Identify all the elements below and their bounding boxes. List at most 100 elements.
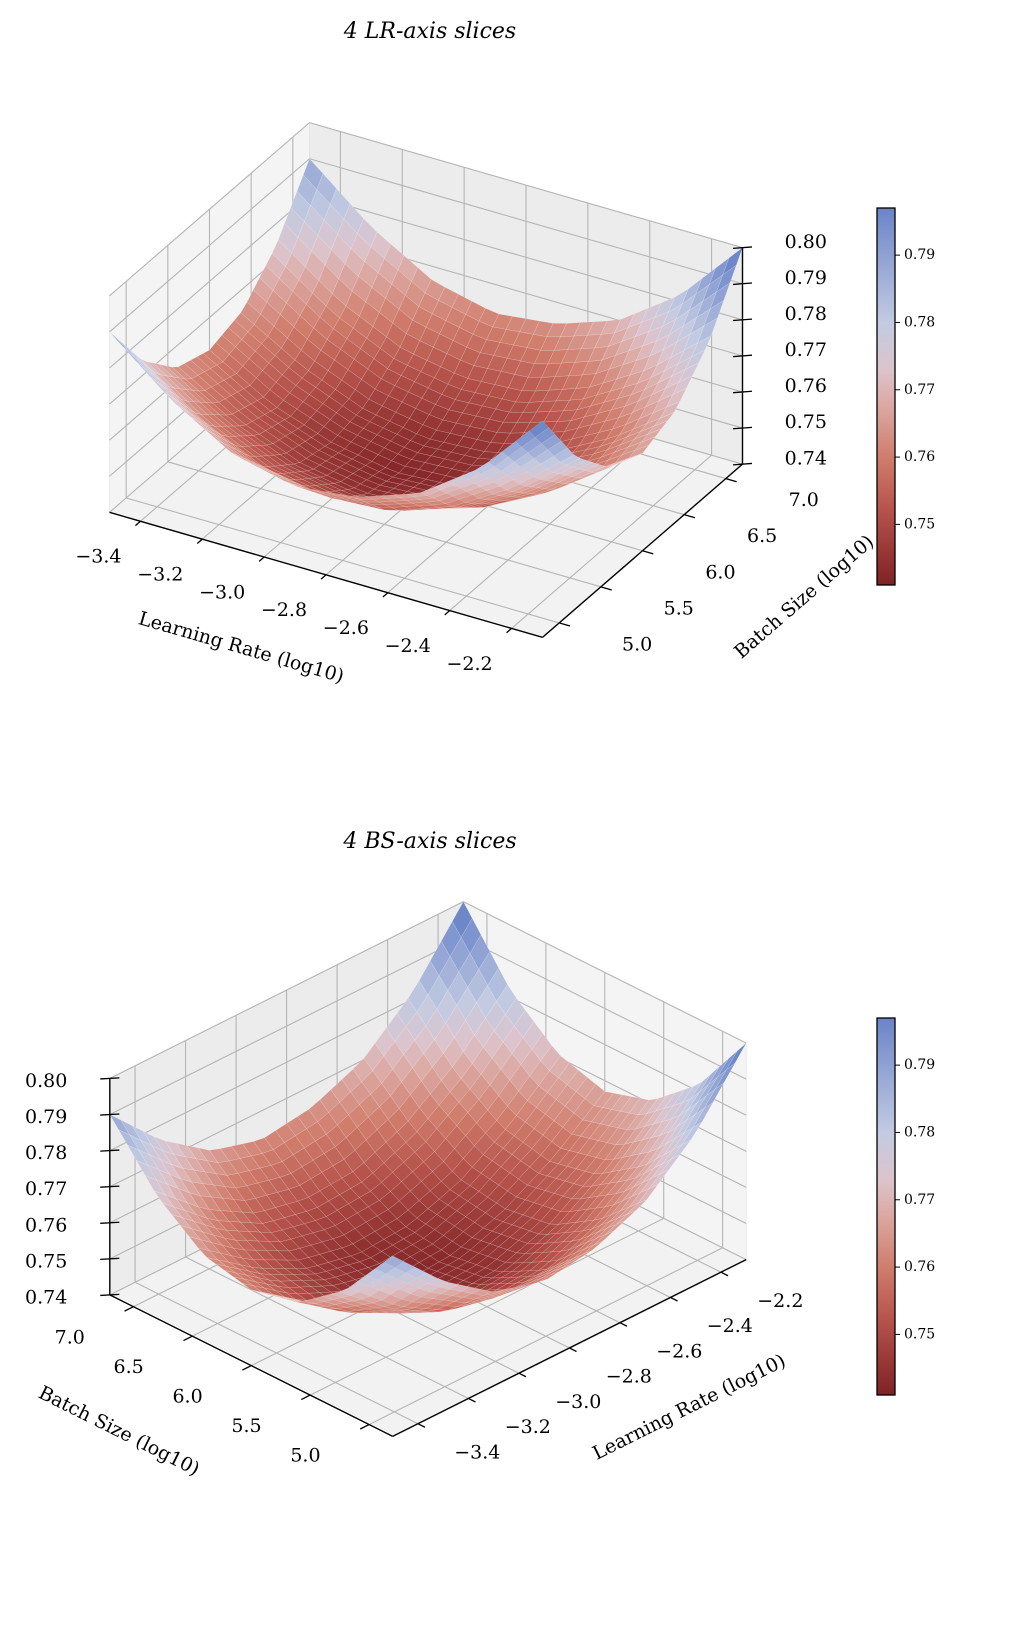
surface-patch <box>487 1283 508 1291</box>
surface-patch <box>427 1261 449 1272</box>
y-tick-label: 5.5 <box>664 597 694 619</box>
colorbar-tick-label: 0.75 <box>904 516 935 532</box>
surface-patch <box>588 1123 610 1141</box>
surface-patch <box>604 1143 626 1161</box>
colorbar-top: 0.75 0.76 0.77 0.78 0.79 <box>876 207 935 586</box>
surface-patch <box>314 1133 336 1154</box>
y-tick-label: 6.0 <box>705 561 735 583</box>
surface-patch <box>634 436 656 451</box>
surface-patch <box>476 1109 497 1134</box>
surface-patch <box>520 1261 542 1272</box>
surface-patch <box>672 375 694 396</box>
surface-patch <box>485 1120 506 1143</box>
surface-patch <box>240 1264 261 1274</box>
surface-patch <box>502 1135 524 1155</box>
colorbar-tick-label: 0.75 <box>904 1326 935 1342</box>
tick-mark <box>320 574 327 580</box>
surface-patch <box>385 1012 407 1042</box>
surface-patch <box>290 1166 312 1186</box>
surface-patch <box>385 1131 407 1154</box>
surface-patch <box>493 1129 515 1149</box>
surface-patch <box>383 1232 405 1246</box>
surface-patch <box>295 1300 316 1305</box>
surface-patch <box>556 1252 577 1266</box>
surface-patch <box>703 299 725 327</box>
z-tick-label: 0.74 <box>785 447 827 469</box>
z-tick-label: 0.75 <box>25 1250 67 1272</box>
surface-patch <box>639 1135 661 1155</box>
surface-patch <box>449 936 471 973</box>
surface-patch <box>221 1197 243 1213</box>
surface-patch <box>401 1067 422 1096</box>
gridline-z <box>109 194 310 369</box>
surface-patch <box>429 1249 451 1263</box>
tick-mark <box>506 627 513 634</box>
surface-patch <box>467 1191 489 1208</box>
surface-patch <box>703 1082 725 1109</box>
y-axis-label: Batch Size (log10) <box>730 531 878 663</box>
surface-patch <box>416 1272 438 1284</box>
surface-patch <box>546 1223 568 1235</box>
surface-patch <box>394 1261 416 1274</box>
surface-patch <box>219 1252 241 1266</box>
gridline-z <box>109 973 464 1152</box>
surface-patch <box>544 1261 566 1273</box>
surface-patch <box>436 1264 458 1275</box>
surface-patch <box>665 388 687 408</box>
surface-patch <box>493 1014 515 1043</box>
y-tick-label: 6.5 <box>747 525 777 547</box>
surface-patch <box>504 1252 526 1264</box>
surface-patch <box>347 1281 369 1293</box>
surface-patch <box>204 1171 226 1187</box>
surface-patch <box>476 984 497 1019</box>
surface-patch <box>436 1204 458 1221</box>
surface-patch <box>377 1309 398 1312</box>
surface-patch <box>436 990 458 1024</box>
tick-mark <box>183 1335 193 1342</box>
surface-patch <box>363 1152 385 1174</box>
surface-patch <box>471 1276 493 1285</box>
surface-patch <box>471 1227 493 1241</box>
x-tick-label: −2.4 <box>385 635 431 657</box>
tick-mark <box>359 1423 370 1430</box>
x-tick-label: −3.2 <box>505 1416 551 1438</box>
surface-patch <box>463 1145 484 1168</box>
surface-patch <box>367 1279 389 1291</box>
surface-patch <box>403 1039 424 1069</box>
surface-patch <box>463 1034 484 1065</box>
surface-patch <box>690 335 712 358</box>
surface-patch <box>489 1277 510 1285</box>
surface-patch <box>580 1121 601 1139</box>
surface-patch <box>566 1069 588 1093</box>
surface-patch <box>400 1293 423 1303</box>
surface-patch <box>295 1128 316 1149</box>
colorbar-tick-label: 0.76 <box>904 1259 935 1275</box>
surface-patch <box>697 317 718 344</box>
surface-patch <box>348 1197 369 1214</box>
tick-mark <box>444 610 451 616</box>
surface-patch <box>224 1270 245 1280</box>
surface-patch <box>502 1262 524 1273</box>
surface-patch <box>626 1113 648 1131</box>
surface-patch <box>571 1119 592 1137</box>
surface-patch <box>518 1270 539 1278</box>
surface-patch <box>416 1208 438 1225</box>
tick-mark <box>683 514 696 519</box>
tick-mark <box>725 477 737 483</box>
gridline-z <box>109 158 310 333</box>
surface-patch <box>646 420 669 435</box>
surface-patch <box>453 1270 476 1281</box>
surface-patch <box>447 1195 469 1212</box>
surface-patch <box>345 1126 367 1151</box>
surface-patch <box>425 1008 446 1041</box>
surface-patch <box>593 1159 615 1174</box>
surface-patch <box>482 1270 504 1279</box>
surface-patch <box>546 1077 568 1100</box>
surface-patch <box>686 1095 707 1121</box>
surface-patch <box>385 1308 406 1311</box>
tick-mark <box>134 520 141 527</box>
surface-patch <box>418 1255 440 1269</box>
surface-patch <box>485 1202 506 1219</box>
surface-patch <box>504 1115 526 1137</box>
z-tick-label: 0.77 <box>25 1178 67 1200</box>
